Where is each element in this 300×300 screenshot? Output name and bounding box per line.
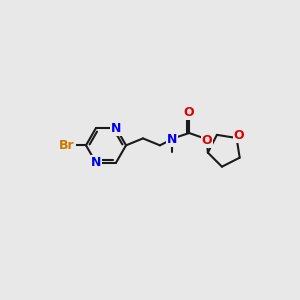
Text: Br: Br xyxy=(59,139,75,152)
Text: O: O xyxy=(184,106,194,119)
Text: N: N xyxy=(111,122,121,134)
Text: O: O xyxy=(202,134,212,147)
Text: O: O xyxy=(234,129,244,142)
Text: N: N xyxy=(167,133,177,146)
Text: N: N xyxy=(91,156,101,169)
